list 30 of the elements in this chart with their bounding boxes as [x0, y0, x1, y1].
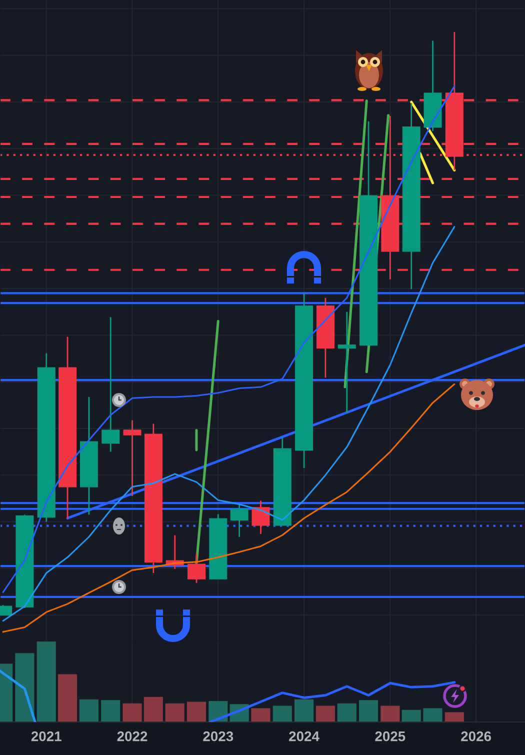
bar — [79, 699, 98, 722]
bar — [36, 641, 56, 722]
bar — [380, 706, 400, 722]
bar — [165, 703, 184, 722]
bar — [15, 653, 34, 722]
bar — [294, 699, 314, 722]
bar — [358, 700, 378, 722]
x-tick-label: 2026 — [461, 731, 491, 742]
bar — [186, 702, 206, 722]
bar — [58, 674, 78, 722]
candlestick — [230, 504, 248, 538]
bar — [122, 703, 142, 722]
candlestick — [338, 311, 356, 414]
bar — [444, 712, 464, 722]
bar — [251, 708, 270, 722]
bar — [402, 710, 421, 722]
bar — [423, 708, 442, 722]
candlestick — [187, 552, 206, 584]
candlestick — [252, 500, 270, 535]
bar — [316, 706, 335, 722]
x-tick-label: 2025 — [375, 731, 406, 742]
x-tick-label: 2022 — [117, 731, 148, 742]
x-tick-label: 2024 — [289, 731, 320, 742]
bar — [272, 706, 292, 722]
candlestick — [123, 420, 142, 497]
bar — [144, 696, 163, 722]
x-tick-label: 2021 — [31, 731, 62, 742]
bar — [337, 703, 356, 722]
x-tick-label: 2023 — [203, 731, 234, 742]
bar — [101, 700, 120, 722]
